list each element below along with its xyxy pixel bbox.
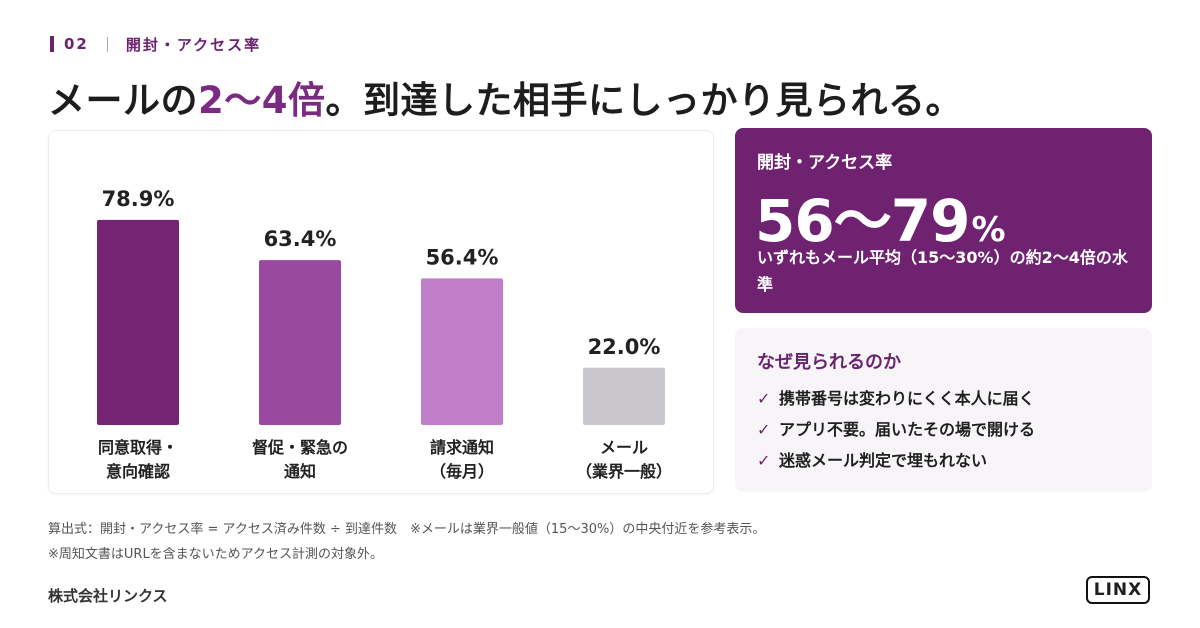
bar-value-label: 63.4%	[264, 227, 337, 251]
check-icon: ✓	[757, 420, 771, 439]
check-icon: ✓	[757, 389, 771, 408]
category-label: （業界一般）	[576, 462, 672, 481]
section-title: 開封・アクセス率	[125, 35, 262, 54]
stat-card: 開封・アクセス率 56〜79% いずれもメール平均（15〜30%）の約2〜4倍の…	[735, 128, 1152, 313]
category-label: （毎月）	[430, 462, 494, 481]
category-label: 請求通知	[430, 438, 494, 457]
category-label: 同意取得・	[98, 438, 178, 457]
reason-text: アプリ不要。届いたその場で開ける	[779, 420, 1036, 439]
headline-prefix: メールの	[48, 79, 198, 122]
stat-number: 56〜79	[755, 187, 970, 255]
stat-value: 56〜79%	[755, 174, 1006, 258]
reasons-title: なぜ見られるのか	[757, 352, 901, 373]
footnote-formula: 算出式：開封・アクセス率 = アクセス済み件数 ÷ 到達件数 ※メールは業界一般…	[48, 522, 766, 537]
section-label: 02 開封・アクセス率	[50, 33, 261, 55]
stat-note: いずれもメール平均（15〜30%）の約2〜4倍の水準	[757, 248, 1128, 294]
bar-chart-card: 78.9% 同意取得・意向確認 63.4% 督促・緊急の 通知 56.4% 請求通知 （毎月）…	[48, 130, 714, 494]
category-label: 意向確認	[106, 462, 170, 481]
headline-highlight: 2〜4倍	[198, 79, 326, 122]
bar-1	[259, 260, 341, 425]
section-divider	[106, 36, 108, 52]
bar-value-label: 22.0%	[588, 335, 661, 359]
list-item: ✓ アプリ不要。届いたその場で開ける	[757, 414, 1035, 445]
company-name: 株式会社リンクス	[48, 587, 168, 605]
category-label: 督促・緊急の	[252, 438, 348, 457]
bar-0	[97, 219, 179, 425]
category-label: 通知	[284, 462, 316, 481]
reasons-list: ✓ 携帯番号は変わりにくく本人に届く ✓ アプリ不要。届いたその場で開ける ✓ 迷惑メ…	[757, 383, 1035, 476]
section-number: 02	[64, 35, 89, 53]
section-marker	[50, 36, 54, 52]
check-icon: ✓	[757, 451, 771, 470]
list-item: ✓ 迷惑メール判定で埋もれない	[757, 445, 1035, 476]
category-label: メール	[600, 438, 648, 457]
headline-suffix: 。到達した相手にしっかり見られる。	[325, 79, 963, 122]
stat-title: 開封・アクセス率	[757, 153, 893, 173]
list-item: ✓ 携帯番号は変わりにくく本人に届く	[757, 383, 1035, 414]
bar-value-label: 78.9%	[102, 187, 175, 211]
page-title: メールの2〜4倍。到達した相手にしっかり見られる。	[48, 70, 963, 124]
reason-text: 迷惑メール判定で埋もれない	[779, 451, 988, 470]
bar-3	[583, 367, 665, 425]
linx-logo: LINX	[1086, 576, 1150, 604]
reasons-card: なぜ見られるのか ✓ 携帯番号は変わりにくく本人に届く ✓ アプリ不要。届いたその場…	[735, 328, 1152, 492]
bar-2	[421, 278, 503, 425]
stat-unit: %	[971, 210, 1005, 250]
reason-text: 携帯番号は変わりにくく本人に届く	[779, 389, 1035, 408]
footnote-exclusion: ※周知文書はURLを含まないためアクセス計測の対象外。	[48, 547, 384, 562]
bar-value-label: 56.4%	[426, 245, 499, 269]
